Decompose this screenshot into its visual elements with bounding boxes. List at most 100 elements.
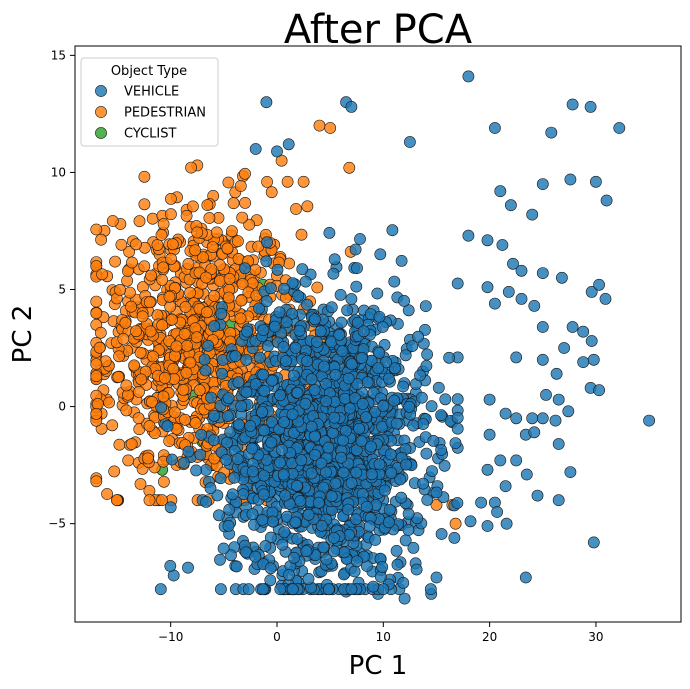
vehicle-point — [283, 569, 295, 581]
vehicle-point — [577, 356, 590, 368]
chart-title: After PCA — [284, 7, 473, 53]
pedestrian-point — [170, 340, 183, 353]
vehicle-point — [222, 392, 235, 404]
vehicle-point — [289, 341, 302, 354]
pedestrian-point — [261, 175, 273, 188]
pedestrian-point — [181, 339, 193, 352]
vehicle-point — [345, 583, 358, 596]
pedestrian-point — [164, 208, 177, 221]
vehicle-point — [435, 444, 448, 456]
pedestrian-point — [186, 200, 199, 213]
vehicle-point — [200, 464, 212, 476]
pedestrian-point — [221, 242, 234, 255]
pedestrian-point — [165, 252, 177, 265]
vehicle-point — [361, 376, 374, 389]
pedestrian-point — [138, 260, 151, 273]
pedestrian-point — [106, 419, 119, 432]
pedestrian-point — [138, 198, 151, 211]
vehicle-point — [384, 448, 397, 461]
vehicle-point — [481, 520, 494, 532]
pedestrian-point — [297, 175, 310, 188]
pedestrian-point — [147, 350, 159, 363]
vehicle-point — [322, 583, 335, 596]
vehicle-point — [282, 138, 295, 151]
pedestrian-point — [135, 373, 148, 386]
vehicle-point — [407, 542, 420, 554]
vehicle-point — [373, 458, 386, 471]
vehicle-point — [260, 96, 273, 109]
pedestrian-point — [93, 341, 106, 354]
pedestrian-point — [114, 283, 126, 296]
vehicle-point — [222, 520, 235, 532]
pedestrian-point — [164, 192, 177, 205]
vehicle-point — [256, 514, 269, 526]
vehicle-point — [552, 494, 565, 507]
pedestrian-point — [103, 396, 115, 409]
vehicle-point — [415, 391, 428, 404]
pedestrian-point — [197, 251, 209, 264]
pedestrian-point — [156, 319, 169, 332]
vehicle-point — [154, 583, 167, 596]
vehicle-point — [439, 393, 452, 406]
vehicle-point — [462, 70, 475, 83]
vehicle-point — [334, 288, 347, 301]
legend-label-pedestrian: PEDESTRIAN — [124, 106, 206, 121]
pedestrian-point — [123, 286, 136, 299]
vehicle-point — [164, 560, 177, 572]
pedestrian-point — [90, 407, 103, 420]
vehicle-point — [260, 255, 273, 268]
vehicle-point — [494, 185, 507, 198]
pedestrian-point — [141, 452, 154, 465]
pedestrian-point — [222, 291, 235, 304]
vehicle-point — [349, 243, 362, 256]
pedestrian-point — [301, 200, 314, 213]
vehicle-point — [577, 325, 590, 338]
vehicle-point — [504, 199, 517, 212]
vehicle-point — [323, 226, 336, 239]
vehicle-point — [240, 386, 253, 399]
vehicle-point — [230, 560, 243, 573]
vehicle-point — [412, 330, 424, 343]
vehicle-point — [223, 503, 236, 516]
pedestrian-point — [184, 286, 196, 299]
vehicle-point — [338, 546, 351, 559]
vehicle-point — [337, 434, 349, 447]
pedestrian-point — [239, 196, 251, 209]
vehicle-point — [403, 400, 416, 413]
legend-label-cyclist: CYCLIST — [124, 127, 176, 142]
vehicle-point — [410, 563, 423, 576]
pedestrian-point — [145, 269, 157, 282]
vehicle-point — [336, 345, 349, 358]
vehicle-point — [211, 489, 224, 502]
vehicle-point — [335, 451, 348, 464]
vehicle-point — [515, 292, 528, 305]
pedestrian-point — [190, 331, 203, 344]
vehicle-point — [328, 253, 341, 266]
vehicle-point — [382, 516, 395, 529]
vehicle-point — [286, 277, 299, 289]
vehicle-point — [288, 551, 300, 564]
vehicle-point — [305, 420, 318, 433]
vehicle-point — [242, 583, 255, 596]
y-tick-label: 0 — [58, 400, 66, 414]
vehicle-point — [593, 384, 605, 397]
vehicle-point — [443, 351, 455, 364]
vehicle-point — [290, 479, 303, 492]
vehicle-point — [526, 412, 539, 425]
vehicle-point — [302, 508, 315, 521]
vehicle-point — [496, 239, 509, 251]
vehicle-point — [246, 442, 258, 455]
vehicle-point — [417, 477, 429, 490]
y-axis-ticks: −5 0 5 10 15 — [48, 48, 75, 531]
vehicle-point — [278, 526, 291, 538]
pedestrian-point — [90, 475, 103, 488]
vehicle-point — [343, 402, 356, 415]
x-axis-label: PC 1 — [349, 651, 408, 681]
vehicle-point — [519, 571, 532, 584]
vehicle-point — [249, 550, 262, 563]
vehicle-point — [376, 321, 389, 333]
vehicle-point — [600, 194, 613, 207]
pedestrian-point — [208, 290, 221, 302]
pedestrian-point — [205, 263, 218, 275]
vehicle-point — [373, 346, 386, 359]
